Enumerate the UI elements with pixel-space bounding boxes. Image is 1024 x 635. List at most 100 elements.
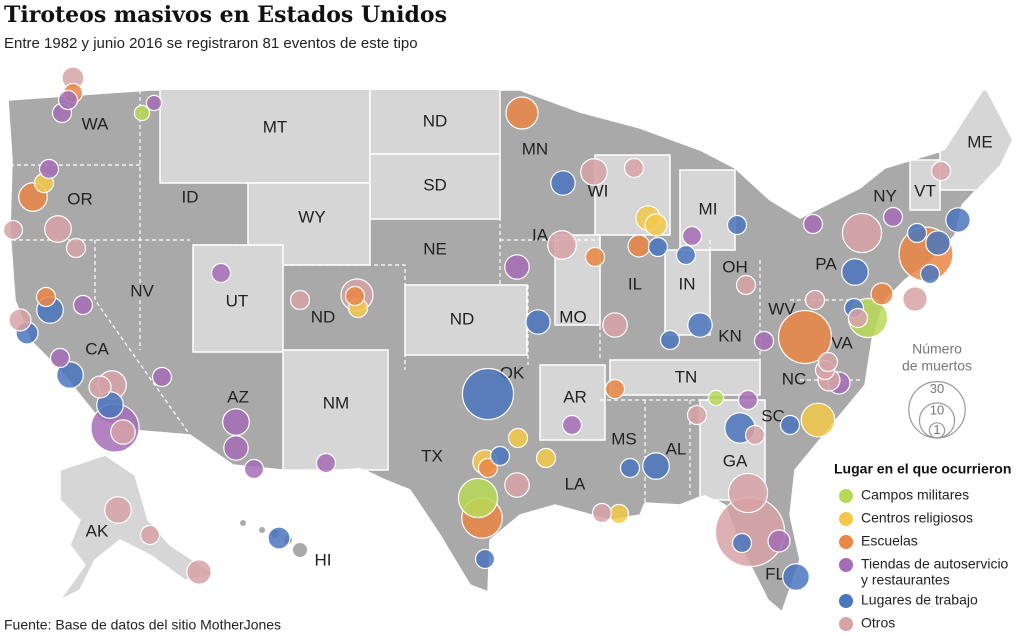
event-bubble bbox=[644, 213, 668, 237]
state-label: MN bbox=[522, 139, 548, 158]
state-label: MI bbox=[699, 199, 718, 218]
event-bubble bbox=[925, 230, 951, 256]
event-bubble bbox=[591, 502, 613, 524]
event-bubble bbox=[457, 477, 499, 519]
source: Fuente: Base de datos del sitio MotherJo… bbox=[4, 617, 281, 633]
legend-swatch bbox=[839, 535, 853, 549]
legend-label: Tiendas de autoservicio bbox=[861, 556, 1009, 572]
size-legend-label: 30 bbox=[930, 381, 944, 396]
state-label: FL bbox=[765, 564, 785, 583]
event-bubble bbox=[49, 347, 71, 369]
state-label: KN bbox=[718, 326, 742, 345]
event-bubble bbox=[65, 237, 87, 259]
state-label: IA bbox=[532, 225, 549, 244]
legend-label: Lugares de trabajo bbox=[861, 592, 978, 608]
state-label: SD bbox=[423, 175, 447, 194]
event-bubble bbox=[267, 526, 291, 550]
event-bubble bbox=[110, 419, 136, 445]
event-bubble bbox=[707, 389, 725, 407]
state-ks bbox=[404, 284, 528, 356]
event-bubble bbox=[243, 458, 265, 480]
event-bubble bbox=[223, 435, 249, 461]
alaska bbox=[59, 454, 217, 601]
legend-swatch bbox=[839, 512, 853, 526]
state-label: WV bbox=[768, 299, 796, 318]
legend-label: Centros religiosos bbox=[861, 510, 973, 526]
state-label: VA bbox=[831, 333, 853, 352]
legend-label: Campos militares bbox=[861, 487, 969, 503]
state-labels: WA MT ND MN ME OR ID SD WY WI MI NY VT IA NE NV UT ND ND IL… bbox=[67, 111, 993, 583]
state-label: ID bbox=[182, 187, 199, 206]
event-bubble bbox=[919, 263, 941, 285]
event-bubble bbox=[104, 496, 132, 524]
state-label: GA bbox=[723, 451, 748, 470]
event-bubble bbox=[681, 225, 703, 247]
event-bubble bbox=[504, 472, 530, 498]
event-bubble bbox=[547, 230, 577, 260]
event-bubble bbox=[550, 170, 576, 196]
event-bubble bbox=[902, 286, 928, 312]
event-bubble bbox=[906, 222, 928, 244]
state-label: AR bbox=[563, 387, 587, 406]
event-bubble bbox=[580, 158, 608, 186]
legend-swatch bbox=[839, 617, 853, 631]
state-label: ND bbox=[311, 307, 336, 326]
event-bubble bbox=[561, 414, 583, 436]
event-bubble bbox=[315, 452, 337, 474]
state-label: NC bbox=[782, 369, 807, 388]
state-label: AK bbox=[86, 521, 109, 540]
state-label: UT bbox=[226, 291, 249, 310]
event-bubble bbox=[841, 258, 869, 286]
event-bubble bbox=[753, 330, 775, 352]
event-bubble bbox=[623, 157, 645, 179]
state-label: IN bbox=[679, 274, 696, 293]
event-bubble bbox=[507, 427, 529, 449]
state-label: OH bbox=[722, 257, 748, 276]
size-legend-label: 1 bbox=[933, 422, 940, 437]
state-label: LA bbox=[565, 474, 586, 493]
event-bubble bbox=[584, 246, 606, 268]
legend-label: Otros bbox=[861, 615, 895, 631]
event-bubble bbox=[870, 282, 894, 306]
event-bubble bbox=[659, 329, 681, 351]
state-label: NV bbox=[130, 281, 154, 300]
state-label: MS bbox=[611, 429, 637, 448]
legend-label: y restaurantes bbox=[861, 572, 950, 588]
event-bubble bbox=[344, 285, 366, 307]
event-bubble bbox=[735, 274, 757, 296]
state-nm bbox=[282, 349, 389, 471]
event-bubble bbox=[817, 351, 839, 373]
state-label: ND bbox=[450, 309, 475, 328]
event-bubble bbox=[2, 219, 24, 241]
event-bubble bbox=[731, 532, 753, 554]
state-label: NY bbox=[873, 186, 897, 205]
event-bubble bbox=[44, 215, 72, 243]
state-label: NM bbox=[323, 393, 349, 412]
event-bubble bbox=[642, 452, 670, 480]
event-bubble bbox=[930, 160, 952, 182]
event-bubble bbox=[945, 207, 971, 233]
event-bubble bbox=[800, 402, 836, 438]
state-label: NE bbox=[423, 239, 447, 258]
subtitle: Entre 1982 y junio 2016 se registraron 8… bbox=[4, 35, 418, 52]
event-bubble bbox=[777, 309, 833, 365]
event-bubble bbox=[186, 559, 212, 585]
size-legend-circle bbox=[928, 422, 946, 439]
size-legend-title: Número bbox=[912, 341, 962, 357]
legend-swatch bbox=[839, 489, 853, 503]
state-label: VT bbox=[914, 181, 936, 200]
event-bubble bbox=[619, 457, 641, 479]
title: Tiroteos masivos en Estados Unidos bbox=[4, 2, 447, 28]
event-bubble bbox=[133, 104, 151, 122]
event-bubble bbox=[647, 236, 669, 258]
state-label: WY bbox=[298, 207, 325, 226]
event-bubble bbox=[727, 472, 769, 514]
event-bubble bbox=[602, 312, 628, 338]
event-bubble bbox=[461, 367, 515, 421]
event-bubble bbox=[139, 524, 161, 546]
event-bubble bbox=[804, 289, 826, 311]
state-label: HI bbox=[315, 550, 332, 569]
bubbles bbox=[2, 66, 971, 591]
